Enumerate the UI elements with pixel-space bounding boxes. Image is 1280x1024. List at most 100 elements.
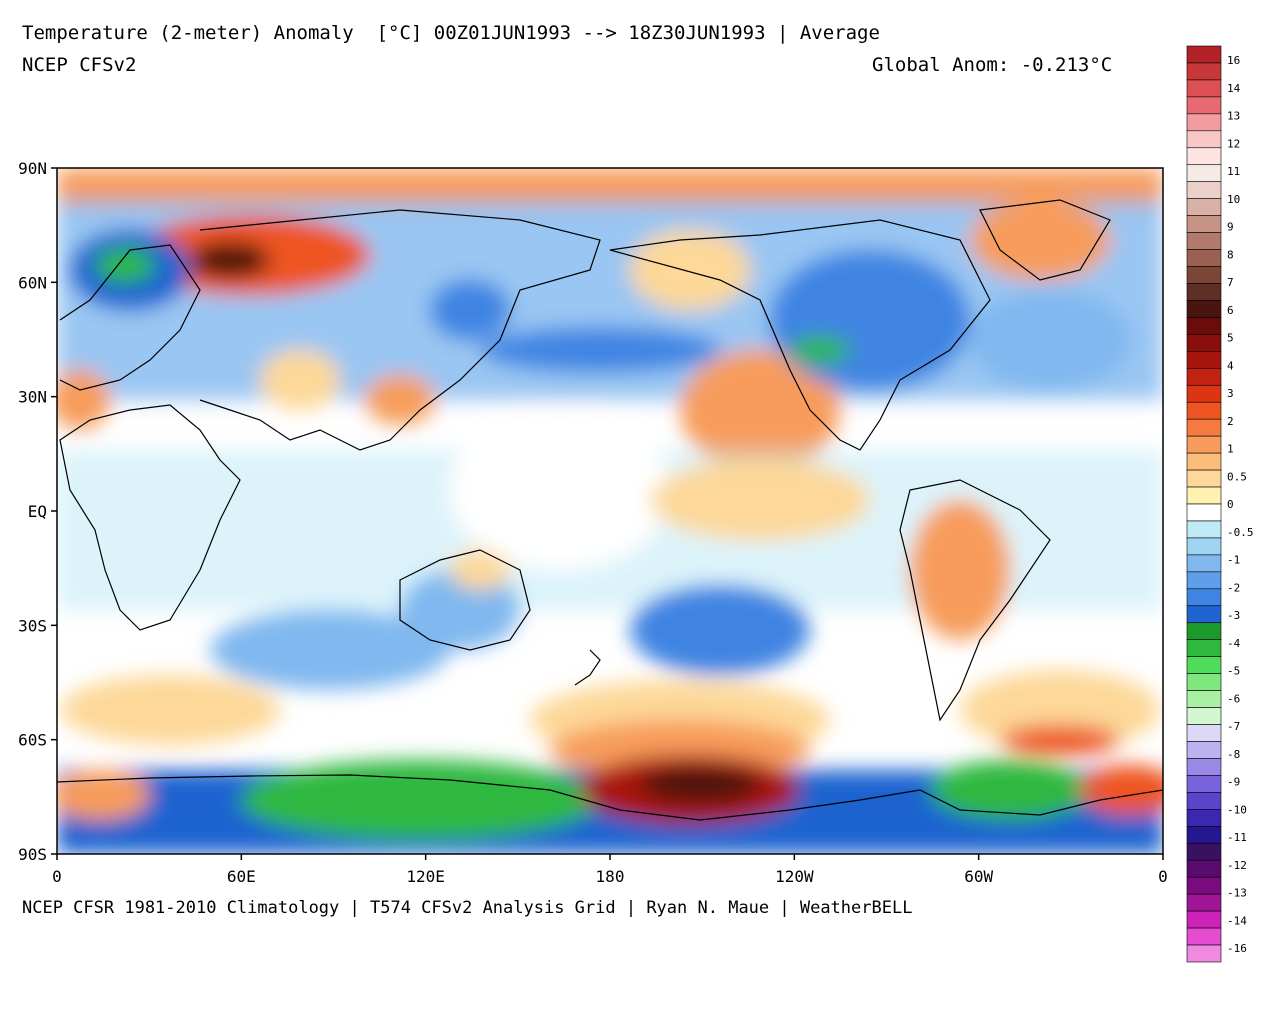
colorbar-labels: 16 14 13 12 11 10 9 8 7 6 5 4 3 2 1 0.5 0 -0.5 -1 -2 -3 -4 -5 -… bbox=[1227, 54, 1254, 955]
x-tick-label: 0 bbox=[52, 867, 62, 886]
colorbar-box bbox=[1186, 842, 1222, 861]
colorbar-box bbox=[1186, 452, 1222, 471]
colorbar-box bbox=[1186, 232, 1222, 250]
y-tick-label: 90N bbox=[18, 159, 47, 178]
colorbar-box bbox=[1186, 707, 1222, 725]
colorbar-box bbox=[1186, 656, 1222, 674]
colorbar-label: 0.5 bbox=[1227, 470, 1247, 483]
y-tick-label: 60N bbox=[18, 273, 47, 292]
colorbar-box bbox=[1186, 367, 1222, 386]
colorbar-box bbox=[1186, 266, 1222, 284]
colorbar-box bbox=[1186, 215, 1222, 233]
colorbar-box bbox=[1186, 825, 1222, 844]
y-tick-label: 90S bbox=[18, 845, 47, 864]
colorbar-box bbox=[1186, 876, 1222, 895]
colorbar-box bbox=[1186, 401, 1222, 420]
colorbar-label: -5 bbox=[1227, 665, 1240, 678]
colorbar-box bbox=[1186, 910, 1222, 929]
colorbar-box bbox=[1186, 486, 1222, 505]
colorbar-label: 10 bbox=[1227, 193, 1240, 206]
x-tick-label: 60E bbox=[227, 867, 256, 886]
colorbar-label: -3 bbox=[1227, 609, 1240, 622]
colorbar-box bbox=[1186, 690, 1222, 708]
colorbar-label: 14 bbox=[1227, 82, 1241, 95]
colorbar-box bbox=[1186, 639, 1222, 657]
colorbar-box bbox=[1186, 351, 1222, 369]
colorbar-label: 7 bbox=[1227, 276, 1234, 289]
colorbar-box bbox=[1186, 300, 1222, 318]
colorbar-label: -7 bbox=[1227, 720, 1240, 733]
colorbar-label: 3 bbox=[1227, 387, 1234, 400]
colorbar-box bbox=[1186, 571, 1222, 590]
colorbar-label: -12 bbox=[1227, 859, 1247, 872]
colorbar-label: -4 bbox=[1227, 637, 1241, 650]
colorbar-box bbox=[1186, 283, 1222, 301]
colorbar-box bbox=[1186, 79, 1222, 98]
credits: NCEP CFSR 1981-2010 Climatology | T574 C… bbox=[22, 898, 913, 918]
colorbar-label: 5 bbox=[1227, 332, 1234, 345]
colorbar-box bbox=[1186, 147, 1222, 166]
colorbar-label: 1 bbox=[1227, 443, 1234, 456]
colorbar-box bbox=[1186, 893, 1222, 912]
colorbar-box bbox=[1186, 775, 1222, 793]
colorbar-box bbox=[1186, 384, 1222, 403]
y-tick-label: EQ bbox=[28, 502, 47, 521]
x-tick-label: 60W bbox=[964, 867, 993, 886]
x-tick-label: 120E bbox=[406, 867, 445, 886]
colorbar-box bbox=[1186, 130, 1222, 149]
colorbar-label: -2 bbox=[1227, 581, 1240, 594]
y-tick-label: 60S bbox=[18, 731, 47, 750]
colorbar-box bbox=[1186, 181, 1222, 199]
colorbar-label: 16 bbox=[1227, 54, 1240, 67]
anomaly-field bbox=[57, 168, 1163, 854]
anomaly-map: 90N 60N 30N EQ 30S 60S 90S 0 60E 120E 180 120W 60W 0 bbox=[18, 159, 1168, 886]
x-tick-label: 0 bbox=[1158, 867, 1168, 886]
colorbar-label: -10 bbox=[1227, 803, 1247, 816]
colorbar-label: -14 bbox=[1227, 914, 1247, 927]
colorbar-box bbox=[1186, 673, 1222, 691]
colorbar-box bbox=[1186, 503, 1222, 522]
colorbar-label: -13 bbox=[1227, 887, 1247, 900]
colorbar-box bbox=[1186, 520, 1222, 539]
y-tick-label: 30S bbox=[18, 616, 47, 635]
colorbar-box bbox=[1186, 96, 1222, 115]
colorbar-box bbox=[1186, 334, 1222, 352]
colorbar-box bbox=[1186, 317, 1222, 335]
colorbar-box bbox=[1186, 758, 1222, 776]
colorbar-label: 13 bbox=[1227, 110, 1240, 123]
colorbar-box bbox=[1186, 741, 1222, 759]
x-axis: 0 60E 120E 180 120W 60W 0 bbox=[52, 854, 1168, 886]
colorbar-label: 0 bbox=[1227, 498, 1234, 511]
colorbar-label: 12 bbox=[1227, 137, 1240, 150]
y-axis: 90N 60N 30N EQ 30S 60S 90S bbox=[18, 159, 57, 864]
colorbar-label: 9 bbox=[1227, 221, 1234, 234]
colorbar-box bbox=[1186, 435, 1222, 454]
colorbar-box bbox=[1186, 537, 1222, 556]
colorbar-box bbox=[1186, 554, 1222, 573]
colorbar-box bbox=[1186, 792, 1222, 810]
coastlines bbox=[57, 199, 1163, 821]
colorbar-label: 4 bbox=[1227, 359, 1234, 372]
colorbar-box bbox=[1186, 927, 1222, 946]
colorbar-box bbox=[1186, 198, 1222, 216]
colorbar: 16 14 13 12 11 10 9 8 7 6 5 4 3 2 1 0.5 0 -0.5 -1 -2 -3 -4 -5 -… bbox=[1186, 45, 1254, 963]
colorbar-label: -0.5 bbox=[1227, 526, 1254, 539]
colorbar-label: -6 bbox=[1227, 692, 1240, 705]
colorbar-label: 8 bbox=[1227, 248, 1234, 261]
colorbar-box bbox=[1186, 724, 1222, 742]
colorbar-box bbox=[1186, 588, 1222, 607]
global-anomaly-label: Global Anom: -0.213°C bbox=[872, 54, 1113, 76]
colorbar-label: 11 bbox=[1227, 165, 1240, 178]
x-tick-label: 120W bbox=[775, 867, 814, 886]
colorbar-box bbox=[1186, 164, 1222, 183]
colorbar-label: -1 bbox=[1227, 554, 1240, 567]
colorbar-box bbox=[1186, 113, 1222, 132]
colorbar-label: 2 bbox=[1227, 415, 1234, 428]
colorbar-label: -9 bbox=[1227, 776, 1240, 789]
colorbar-box bbox=[1186, 859, 1222, 878]
colorbar-boxes bbox=[1186, 45, 1222, 963]
colorbar-box bbox=[1186, 469, 1222, 488]
colorbar-label: -11 bbox=[1227, 831, 1247, 844]
colorbar-box bbox=[1186, 809, 1222, 827]
model-label: NCEP CFSv2 bbox=[22, 54, 137, 76]
